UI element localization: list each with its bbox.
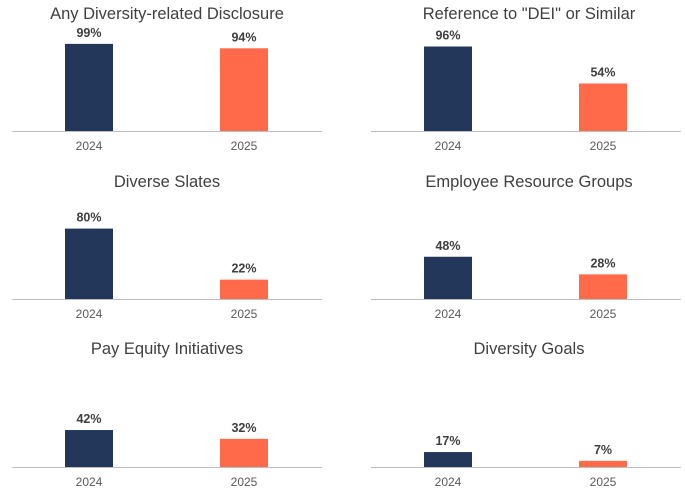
data-label: 7% bbox=[594, 443, 612, 457]
x-tick-label: 2025 bbox=[231, 307, 258, 321]
bar-2025 bbox=[579, 83, 627, 131]
bar-2025 bbox=[579, 460, 627, 467]
data-label: 17% bbox=[435, 434, 460, 448]
data-label: 99% bbox=[76, 26, 101, 40]
data-label: 22% bbox=[231, 262, 256, 276]
bar-2024 bbox=[65, 228, 113, 299]
x-tick-label: 2024 bbox=[76, 307, 103, 321]
chart-title: Diversity Goals bbox=[474, 340, 585, 358]
x-tick-label: 2024 bbox=[76, 475, 103, 489]
x-tick-label: 2025 bbox=[590, 475, 617, 489]
x-tick-label: 2024 bbox=[435, 475, 462, 489]
bar-2024 bbox=[65, 43, 113, 131]
bar-2024 bbox=[424, 46, 472, 131]
data-label: 42% bbox=[76, 412, 101, 426]
x-tick-label: 2024 bbox=[435, 307, 462, 321]
bar-2024 bbox=[424, 452, 472, 467]
bar-2024 bbox=[424, 256, 472, 299]
data-label: 96% bbox=[435, 29, 460, 43]
bar-2025 bbox=[220, 279, 268, 299]
x-tick-label: 2025 bbox=[590, 307, 617, 321]
x-tick-label: 2025 bbox=[231, 475, 258, 489]
x-tick-label: 2025 bbox=[590, 139, 617, 153]
data-label: 54% bbox=[590, 65, 615, 79]
chart-title: Any Diversity-related Disclosure bbox=[50, 5, 284, 23]
chart-title: Pay Equity Initiatives bbox=[91, 340, 243, 358]
data-label: 80% bbox=[76, 211, 101, 225]
x-tick-label: 2024 bbox=[76, 139, 103, 153]
data-label: 28% bbox=[590, 256, 615, 270]
x-tick-label: 2024 bbox=[435, 139, 462, 153]
bar-2025 bbox=[579, 274, 627, 299]
bar-2024 bbox=[65, 430, 113, 467]
chart-title: Employee Resource Groups bbox=[425, 173, 632, 191]
bar-2025 bbox=[220, 48, 268, 131]
data-label: 48% bbox=[435, 239, 460, 253]
data-label: 94% bbox=[231, 30, 256, 44]
chart-title: Diverse Slates bbox=[114, 173, 220, 191]
x-tick-label: 2025 bbox=[231, 139, 258, 153]
bar-2025 bbox=[220, 438, 268, 467]
data-label: 32% bbox=[231, 421, 256, 435]
chart-title: Reference to "DEI" or Similar bbox=[423, 5, 636, 23]
